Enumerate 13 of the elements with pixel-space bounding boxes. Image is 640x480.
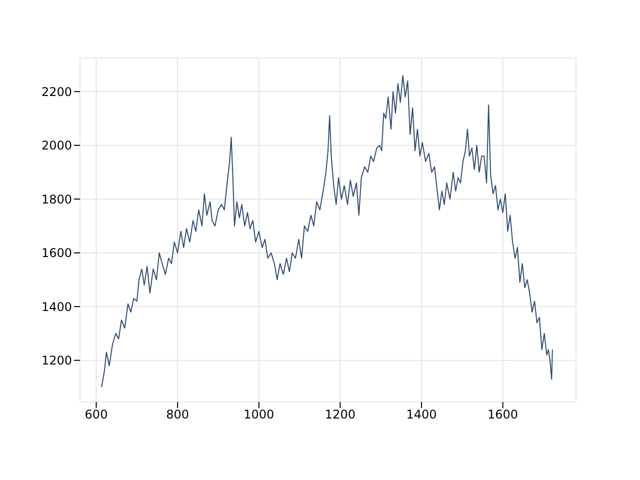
y-tick-label: 1200	[41, 354, 72, 368]
x-tick-label: 1200	[324, 408, 356, 422]
x-tick-label: 1600	[488, 408, 518, 422]
x-tick-label: 1000	[244, 408, 274, 422]
y-tick-label: 2200	[41, 84, 72, 99]
x-tick-label: 800	[166, 408, 190, 422]
y-tick-label: 1800	[41, 192, 72, 206]
x-tick-label: 600	[84, 408, 108, 422]
y-tick-label: 1600	[41, 246, 72, 260]
y-tick-label: 1400	[41, 300, 72, 314]
y-tick-label: 2000	[41, 138, 72, 153]
x-tick-label: 1400	[406, 408, 437, 422]
line-series	[101, 74, 553, 388]
